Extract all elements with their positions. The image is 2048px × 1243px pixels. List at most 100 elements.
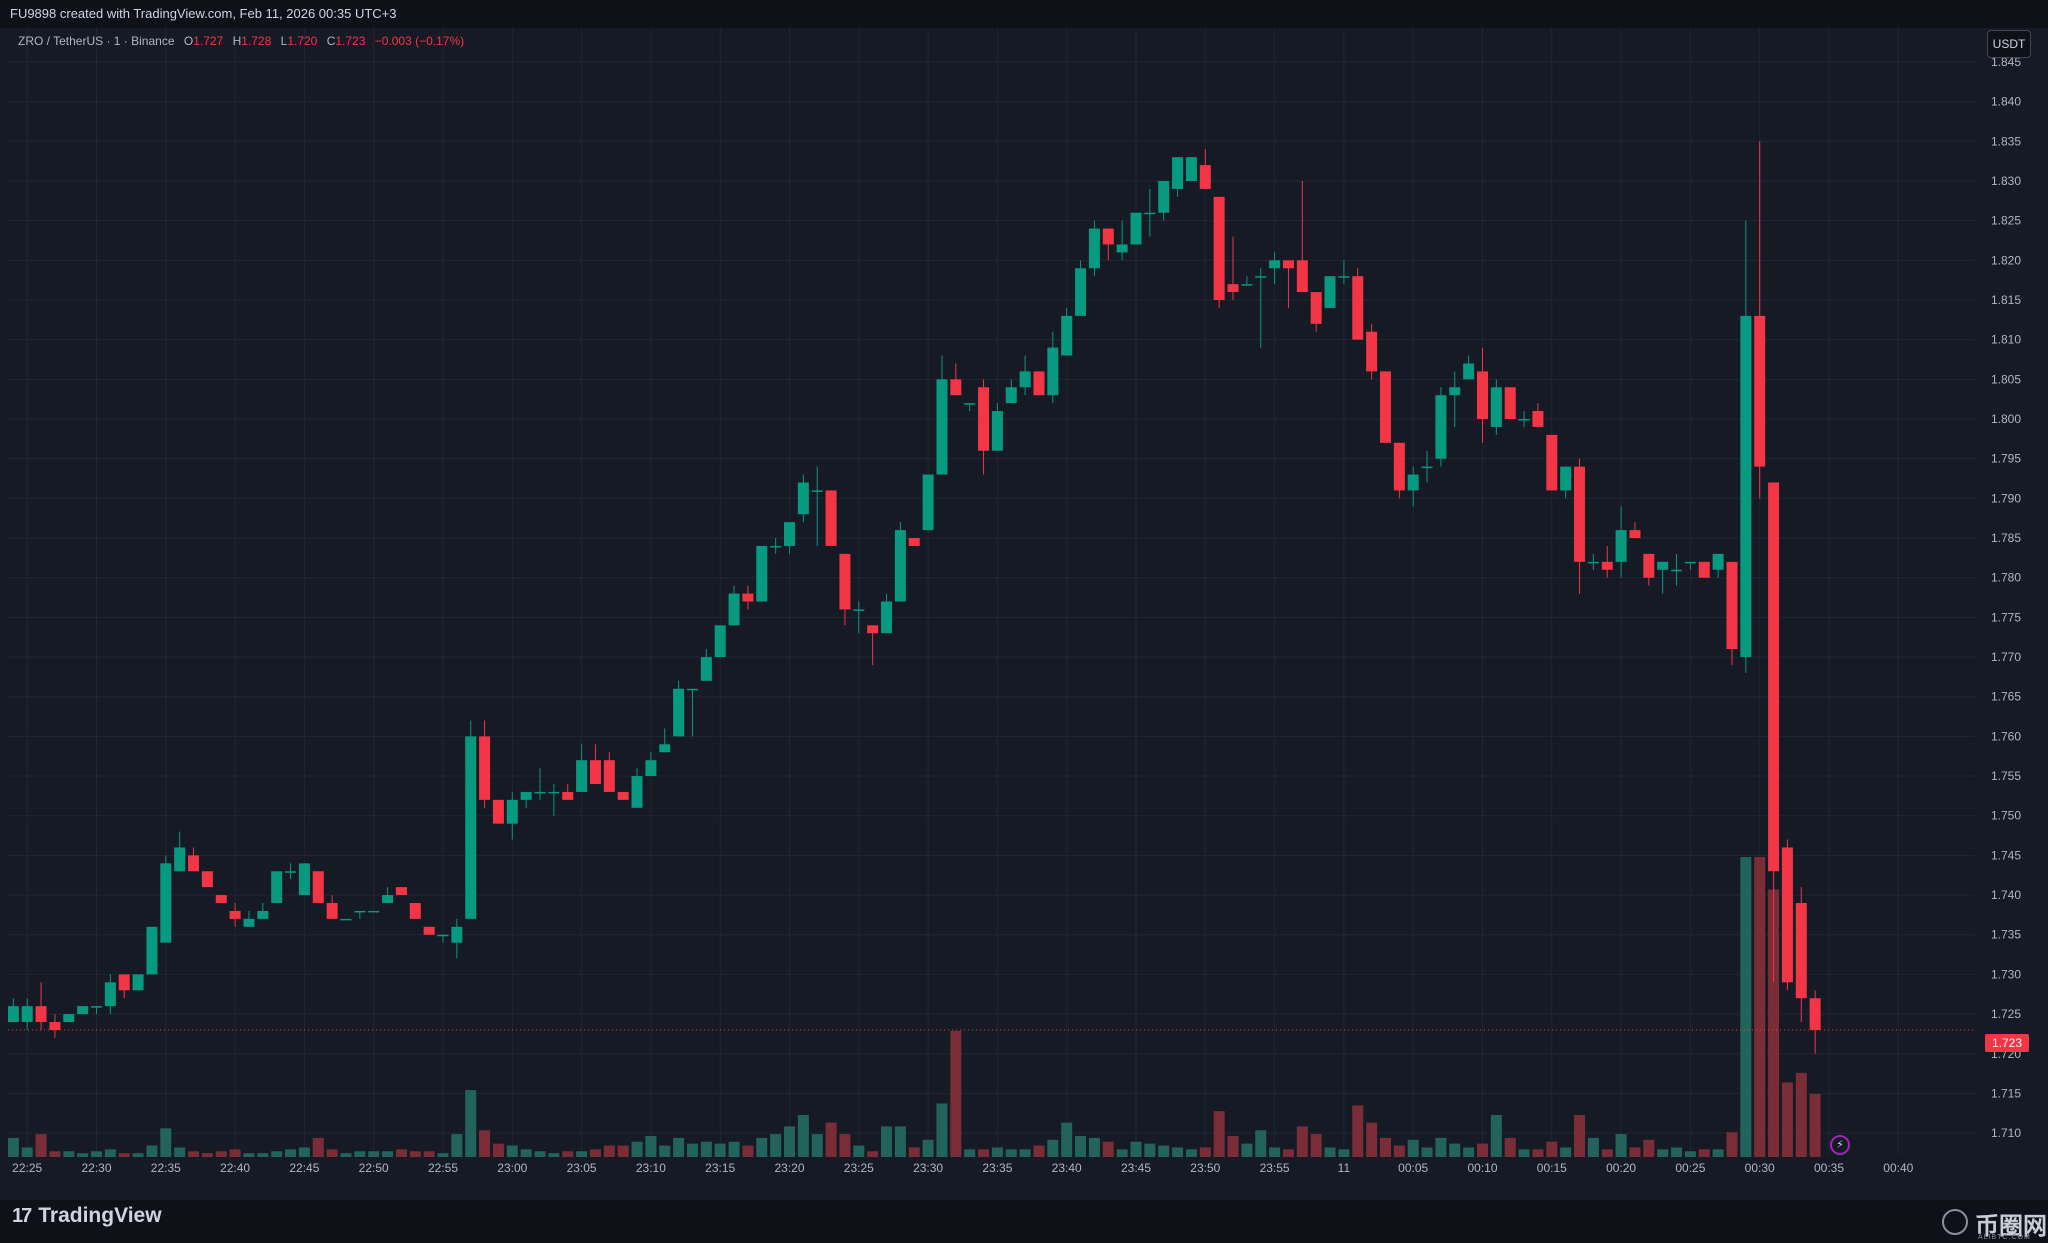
price-tick-label: 1.715 bbox=[1991, 1086, 2021, 1100]
price-tick-label: 1.835 bbox=[1991, 134, 2021, 148]
volume-bar bbox=[894, 1126, 906, 1157]
candle-body bbox=[881, 601, 893, 634]
volume-bar bbox=[936, 1103, 948, 1157]
candle-body bbox=[562, 791, 574, 800]
low-label: L bbox=[280, 34, 288, 48]
volume-bar bbox=[1601, 1149, 1613, 1157]
candle-body bbox=[229, 910, 241, 919]
candle-body bbox=[1130, 212, 1142, 245]
volume-bar bbox=[1698, 1149, 1710, 1157]
candle-body bbox=[714, 625, 726, 658]
candle-body bbox=[1116, 244, 1128, 253]
candle-body bbox=[395, 887, 407, 896]
candle-body bbox=[1698, 561, 1710, 578]
candle-body bbox=[1047, 347, 1059, 396]
time-tick-label: 23:45 bbox=[1121, 1161, 1151, 1175]
candle-body bbox=[1379, 371, 1391, 443]
price-tick-label: 1.725 bbox=[1991, 1007, 2021, 1021]
volume-bars bbox=[8, 857, 1821, 1157]
price-tick-label: 1.825 bbox=[1991, 214, 2021, 228]
volume-bar bbox=[520, 1149, 532, 1157]
volume-bar bbox=[714, 1143, 726, 1157]
volume-bar bbox=[1227, 1135, 1239, 1157]
volume-bar bbox=[1643, 1139, 1655, 1157]
chart-frame[interactable]: 1.845 1.840 1.835 1.830 1.825 1.820 1.815 1.810… bbox=[8, 28, 2048, 1200]
currency-button[interactable]: USDT bbox=[1987, 30, 2031, 58]
time-tick-label: 00:25 bbox=[1675, 1161, 1705, 1175]
candle-body bbox=[1421, 466, 1433, 469]
volume-bar bbox=[631, 1141, 643, 1157]
candle-body bbox=[1504, 387, 1516, 420]
candle-body bbox=[479, 736, 491, 800]
low-value: 1.720 bbox=[287, 34, 318, 48]
volume-bar bbox=[1116, 1149, 1128, 1157]
lightning-icon[interactable]: ⚡ bbox=[1830, 1135, 1850, 1155]
volume-bar bbox=[1379, 1137, 1391, 1157]
price-tick-label: 1.710 bbox=[1991, 1126, 2021, 1140]
time-tick-label: 00:30 bbox=[1745, 1161, 1775, 1175]
candle-body bbox=[1615, 530, 1627, 562]
time-tick-label: 22:40 bbox=[220, 1161, 250, 1175]
time-tick-label: 23:00 bbox=[497, 1161, 527, 1175]
time-tick-label: 23:15 bbox=[705, 1161, 735, 1175]
last-price-label: 1.723 bbox=[1985, 1034, 2029, 1052]
volume-bar bbox=[63, 1151, 75, 1157]
high-value: 1.728 bbox=[241, 34, 272, 48]
volume-bar bbox=[1754, 857, 1766, 1157]
candle-body bbox=[1781, 847, 1793, 983]
candle-body bbox=[867, 625, 879, 634]
close-value: 1.723 bbox=[335, 34, 366, 48]
time-tick-label: 00:35 bbox=[1814, 1161, 1844, 1175]
volume-bar bbox=[1560, 1147, 1572, 1157]
volume-bar bbox=[1366, 1122, 1378, 1157]
volume-bar bbox=[1393, 1145, 1405, 1157]
volume-bar bbox=[978, 1149, 990, 1157]
candle-body bbox=[1310, 292, 1322, 324]
candle-body bbox=[853, 609, 865, 611]
candle-body bbox=[964, 403, 976, 405]
candle-body bbox=[160, 863, 172, 943]
candle-body bbox=[201, 871, 213, 888]
candle-body bbox=[1449, 387, 1461, 396]
volume-bar bbox=[1712, 1149, 1724, 1157]
volume-bar bbox=[1019, 1149, 1031, 1157]
volume-bar bbox=[104, 1149, 116, 1157]
time-tick-label: 22:45 bbox=[289, 1161, 319, 1175]
volume-bar bbox=[867, 1151, 879, 1157]
volume-bar bbox=[548, 1153, 560, 1157]
volume-bar bbox=[617, 1145, 629, 1157]
volume-bar bbox=[950, 1030, 962, 1157]
candle-body bbox=[659, 744, 671, 753]
candle-body bbox=[215, 895, 227, 904]
time-axis[interactable]: 22:25 22:30 22:35 22:40 22:45 22:50 22:55 23:00… bbox=[12, 1161, 1913, 1175]
volume-bar bbox=[1671, 1147, 1683, 1157]
candle-body bbox=[631, 776, 643, 808]
candle-body bbox=[825, 490, 837, 546]
candle-body bbox=[1629, 530, 1641, 539]
volume-bar bbox=[1518, 1149, 1530, 1157]
price-axis[interactable]: 1.845 1.840 1.835 1.830 1.825 1.820 1.815 1.810… bbox=[1991, 55, 2021, 1140]
volume-bar bbox=[1477, 1143, 1488, 1157]
time-tick-label: 23:20 bbox=[774, 1161, 804, 1175]
volume-bar bbox=[354, 1151, 366, 1157]
volume-bar bbox=[742, 1145, 754, 1157]
candle-body bbox=[1033, 371, 1045, 396]
tradingview-logo[interactable]: 17 TradingView bbox=[12, 1201, 162, 1231]
candle-body bbox=[1102, 228, 1114, 245]
candle-body bbox=[894, 530, 906, 602]
volume-bar bbox=[215, 1151, 227, 1157]
volume-bar bbox=[1213, 1111, 1225, 1157]
candle-body bbox=[1241, 284, 1253, 286]
time-tick-label: 00:05 bbox=[1398, 1161, 1428, 1175]
price-tick-label: 1.830 bbox=[1991, 174, 2021, 188]
candle-body bbox=[728, 593, 740, 626]
candle-body bbox=[1324, 276, 1336, 308]
candle-body bbox=[91, 1006, 102, 1008]
volume-bar bbox=[298, 1147, 310, 1157]
candle-body bbox=[1185, 157, 1197, 181]
volume-bar bbox=[922, 1139, 934, 1157]
candlestick-chart[interactable]: 1.845 1.840 1.835 1.830 1.825 1.820 1.815 1.810… bbox=[8, 28, 2048, 1200]
symbol-name: ZRO / TetherUS · 1 · Binance bbox=[18, 34, 175, 48]
volume-bar bbox=[1033, 1145, 1045, 1157]
volume-bar bbox=[1199, 1147, 1211, 1157]
